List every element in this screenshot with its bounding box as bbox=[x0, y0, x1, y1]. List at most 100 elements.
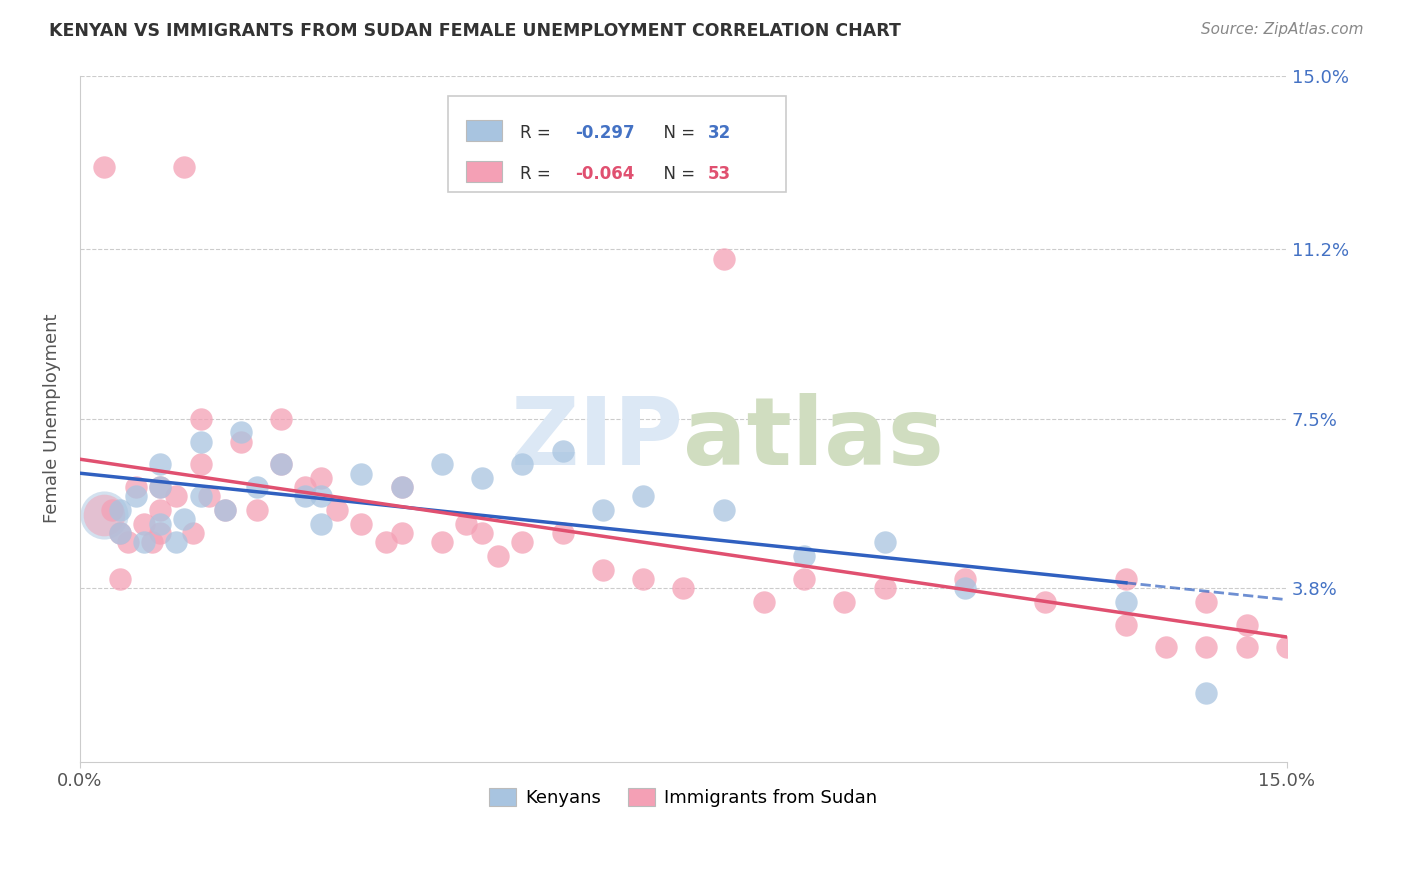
Text: ZIP: ZIP bbox=[510, 393, 683, 485]
FancyBboxPatch shape bbox=[467, 120, 502, 141]
Point bbox=[309, 516, 332, 531]
Point bbox=[512, 458, 534, 472]
Point bbox=[713, 503, 735, 517]
Point bbox=[229, 425, 252, 440]
Point bbox=[1035, 594, 1057, 608]
Point bbox=[190, 434, 212, 449]
Point bbox=[953, 581, 976, 595]
Point bbox=[1195, 686, 1218, 700]
Point bbox=[551, 443, 574, 458]
Text: R =: R = bbox=[520, 165, 557, 183]
Text: 32: 32 bbox=[707, 124, 731, 142]
Point bbox=[117, 535, 139, 549]
Point bbox=[149, 526, 172, 541]
Point bbox=[173, 512, 195, 526]
Point bbox=[309, 490, 332, 504]
Point bbox=[214, 503, 236, 517]
Point bbox=[294, 490, 316, 504]
Point bbox=[108, 572, 131, 586]
Point bbox=[391, 526, 413, 541]
Text: atlas: atlas bbox=[683, 393, 945, 485]
Point bbox=[430, 535, 453, 549]
Point bbox=[149, 480, 172, 494]
Point bbox=[149, 458, 172, 472]
Text: Source: ZipAtlas.com: Source: ZipAtlas.com bbox=[1201, 22, 1364, 37]
Point bbox=[456, 516, 478, 531]
Point bbox=[551, 526, 574, 541]
Point bbox=[197, 490, 219, 504]
Point bbox=[165, 490, 187, 504]
Point bbox=[873, 581, 896, 595]
Point bbox=[1115, 594, 1137, 608]
Point bbox=[631, 490, 654, 504]
Point bbox=[1115, 572, 1137, 586]
Point bbox=[246, 480, 269, 494]
Point bbox=[391, 480, 413, 494]
Point bbox=[752, 594, 775, 608]
Point bbox=[181, 526, 204, 541]
Point bbox=[134, 516, 156, 531]
Point bbox=[246, 503, 269, 517]
FancyBboxPatch shape bbox=[467, 161, 502, 182]
Point bbox=[1195, 640, 1218, 655]
Y-axis label: Female Unemployment: Female Unemployment bbox=[44, 314, 60, 524]
Point bbox=[471, 471, 494, 485]
Point bbox=[1236, 617, 1258, 632]
Point bbox=[713, 252, 735, 266]
Point bbox=[108, 526, 131, 541]
Point bbox=[793, 572, 815, 586]
Point bbox=[391, 480, 413, 494]
Point bbox=[374, 535, 396, 549]
Point bbox=[631, 572, 654, 586]
Point bbox=[149, 480, 172, 494]
Legend: Kenyans, Immigrants from Sudan: Kenyans, Immigrants from Sudan bbox=[482, 780, 884, 814]
Point bbox=[832, 594, 855, 608]
Point bbox=[350, 516, 373, 531]
Point bbox=[165, 535, 187, 549]
Point bbox=[512, 535, 534, 549]
Point bbox=[1154, 640, 1177, 655]
Point bbox=[1275, 640, 1298, 655]
Text: N =: N = bbox=[654, 124, 700, 142]
Point bbox=[953, 572, 976, 586]
Point bbox=[294, 480, 316, 494]
Text: -0.064: -0.064 bbox=[575, 165, 634, 183]
Point bbox=[270, 411, 292, 425]
Point bbox=[93, 508, 115, 522]
Point bbox=[149, 516, 172, 531]
Point bbox=[108, 526, 131, 541]
Point bbox=[190, 490, 212, 504]
Point bbox=[793, 549, 815, 563]
Point bbox=[125, 490, 148, 504]
Point bbox=[134, 535, 156, 549]
Point bbox=[108, 503, 131, 517]
FancyBboxPatch shape bbox=[449, 96, 786, 192]
Point bbox=[471, 526, 494, 541]
Point bbox=[190, 458, 212, 472]
Point bbox=[350, 467, 373, 481]
Point bbox=[1195, 594, 1218, 608]
Point bbox=[309, 471, 332, 485]
Text: 53: 53 bbox=[707, 165, 731, 183]
Point bbox=[486, 549, 509, 563]
Point bbox=[873, 535, 896, 549]
Point bbox=[190, 411, 212, 425]
Text: KENYAN VS IMMIGRANTS FROM SUDAN FEMALE UNEMPLOYMENT CORRELATION CHART: KENYAN VS IMMIGRANTS FROM SUDAN FEMALE U… bbox=[49, 22, 901, 40]
Point bbox=[173, 160, 195, 174]
Point bbox=[149, 503, 172, 517]
Point bbox=[93, 160, 115, 174]
Point bbox=[214, 503, 236, 517]
Point bbox=[672, 581, 695, 595]
Point bbox=[229, 434, 252, 449]
Point bbox=[270, 458, 292, 472]
Point bbox=[1236, 640, 1258, 655]
Point bbox=[430, 458, 453, 472]
Text: N =: N = bbox=[654, 165, 700, 183]
Point bbox=[1115, 617, 1137, 632]
Point bbox=[592, 503, 614, 517]
Text: R =: R = bbox=[520, 124, 557, 142]
Point bbox=[125, 480, 148, 494]
Point bbox=[326, 503, 349, 517]
Point bbox=[93, 508, 115, 522]
Point bbox=[101, 503, 124, 517]
